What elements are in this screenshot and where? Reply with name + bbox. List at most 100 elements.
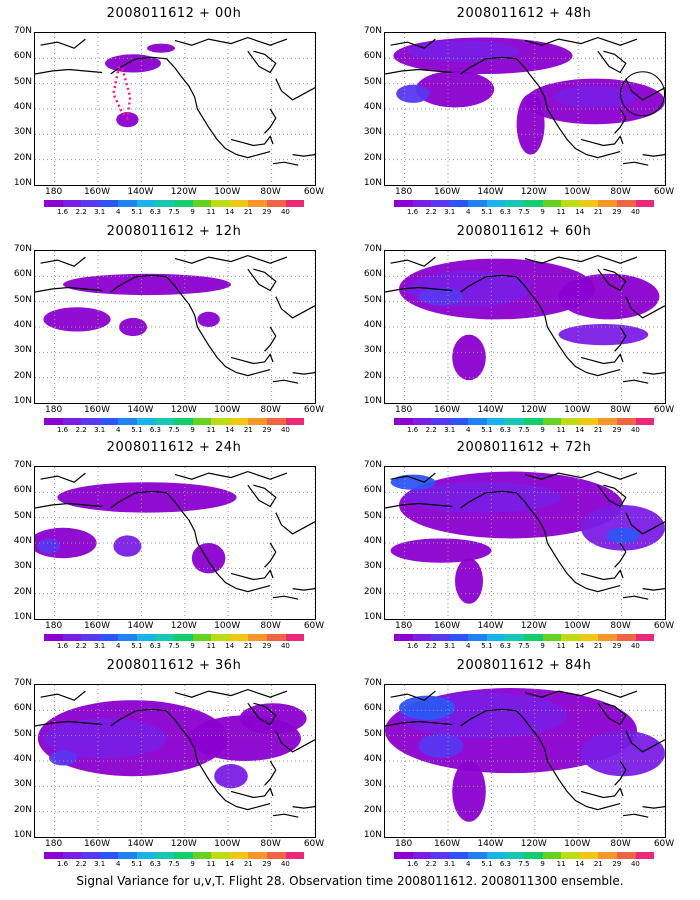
lat-label: 70N [13, 678, 32, 688]
variance-shading [553, 86, 637, 108]
coastline [292, 806, 315, 809]
lon-label: 160W [433, 839, 461, 849]
colorbar-swatch [579, 852, 599, 859]
colorbar-label: 1.6 [56, 208, 69, 216]
lat-label: 30N [13, 561, 32, 572]
colorbar-label: 4 [116, 426, 121, 434]
colorbar [44, 852, 305, 859]
variance-shading [581, 505, 665, 551]
colorbar-swatch [616, 200, 636, 207]
coastline [580, 353, 624, 365]
colorbar-label: 1.6 [406, 642, 419, 650]
coastline [174, 36, 288, 46]
variance-shading [396, 84, 430, 103]
colorbar-swatch [192, 634, 212, 641]
lat-label: 30N [13, 345, 32, 356]
colorbar-label: 29 [262, 426, 272, 434]
coastline [40, 690, 86, 701]
colorbar [44, 200, 305, 207]
colorbar-swatch [486, 634, 506, 641]
colorbar-swatch [248, 200, 267, 207]
colorbar-swatch [174, 634, 193, 641]
variance-shading [558, 273, 660, 320]
coastline [247, 268, 277, 292]
colorbar-swatch [561, 418, 580, 425]
colorbar-label: 11 [206, 426, 216, 434]
colorbar-swatch [266, 852, 286, 859]
lat-label: 10N [13, 830, 32, 840]
colorbar-label: 7.5 [518, 642, 530, 650]
colorbar-swatch [561, 634, 580, 641]
coastline [110, 490, 271, 593]
map-svg [35, 467, 315, 619]
coastline [230, 787, 274, 799]
colorbar-swatch [229, 852, 249, 859]
colorbar-label: 5.1 [481, 642, 493, 650]
colorbar-label: 29 [262, 208, 272, 216]
colorbar-label: 7.5 [518, 860, 530, 868]
colorbar-swatch [616, 418, 636, 425]
map-area [384, 32, 666, 186]
variance-shading [581, 730, 665, 777]
colorbar-swatch [174, 418, 193, 425]
colorbar-label: 11 [556, 426, 566, 434]
coastline [642, 154, 665, 157]
panel-title: 2008011612 + 48h [456, 6, 592, 21]
lat-label: 60N [13, 51, 32, 62]
lat-label: 20N [363, 804, 382, 815]
coastline [40, 472, 86, 483]
colorbar-swatch [579, 634, 599, 641]
lat-label: 60N [13, 269, 32, 280]
lat-label: 10N [363, 612, 382, 622]
variance-shading [191, 543, 226, 574]
colorbar-label: 40 [630, 426, 640, 434]
colorbar-label: 4 [116, 208, 121, 216]
colorbar-label: 6.3 [499, 860, 511, 868]
coastline [580, 787, 624, 799]
colorbar-swatch [598, 200, 617, 207]
colorbar-swatch [174, 852, 193, 859]
colorbar-swatch [616, 852, 636, 859]
coastline [275, 730, 315, 753]
coastline [625, 730, 665, 753]
colorbar-swatch [211, 852, 230, 859]
colorbar-label: 2.2 [75, 860, 87, 868]
colorbar-swatch [266, 634, 286, 641]
coastline [35, 502, 103, 509]
coastline [247, 484, 277, 508]
colorbar-swatch [449, 418, 469, 425]
colorbar [44, 634, 305, 641]
colorbar-swatch [486, 200, 506, 207]
colorbar-label: 1.6 [56, 642, 69, 650]
coastline [264, 108, 277, 134]
variance-shading [404, 482, 562, 513]
colorbar-swatch [486, 418, 506, 425]
colorbar-label: 21 [243, 208, 253, 216]
colorbar-label: 6.3 [149, 860, 161, 868]
lat-label: 20N [363, 370, 382, 381]
colorbar-swatch [431, 852, 450, 859]
lon-label: 160W [83, 405, 111, 415]
colorbar-swatch [62, 634, 82, 641]
coastline [275, 296, 315, 319]
lon-label: 120W [520, 187, 547, 197]
lon-label: 140W [477, 621, 504, 631]
panel-title: 2008011612 + 84h [456, 658, 592, 673]
colorbar-swatch [62, 200, 82, 207]
coastline [272, 813, 299, 818]
colorbar-label: 14 [575, 208, 585, 216]
colorbar-swatch [579, 418, 599, 425]
colorbar-label: 2.2 [75, 426, 87, 434]
colorbar-swatch [412, 418, 432, 425]
coastline [622, 379, 649, 384]
colorbar-label: 9 [190, 426, 195, 434]
colorbar-swatch [579, 200, 599, 207]
coastline [275, 512, 315, 535]
colorbar-swatch [431, 634, 450, 641]
colorbar-swatch [62, 852, 82, 859]
colorbar-label: 4 [116, 860, 121, 868]
lon-label: 180 [45, 621, 63, 631]
lon-label: 60W [303, 405, 325, 415]
coastline [110, 274, 271, 377]
colorbar-swatch [598, 634, 617, 641]
